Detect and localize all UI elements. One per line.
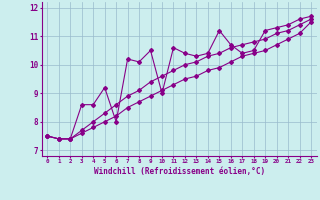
- X-axis label: Windchill (Refroidissement éolien,°C): Windchill (Refroidissement éolien,°C): [94, 167, 265, 176]
